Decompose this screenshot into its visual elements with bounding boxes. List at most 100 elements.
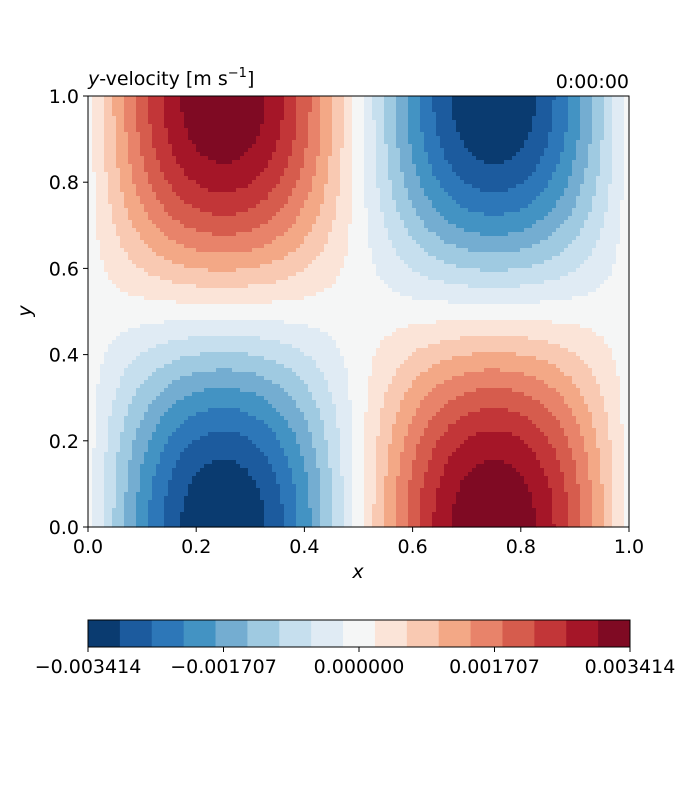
contour-cell — [612, 104, 625, 109]
contour-cell — [88, 516, 93, 521]
contour-cell — [576, 384, 601, 389]
contour-cell — [120, 180, 133, 185]
contour-cell — [364, 468, 377, 473]
contour-cell — [524, 392, 561, 397]
contour-cell — [552, 320, 630, 325]
contour-cell — [344, 96, 353, 101]
contour-cell — [196, 148, 249, 153]
contour-cell — [432, 520, 453, 525]
contour-cell — [384, 224, 405, 229]
contour-cell — [624, 492, 630, 497]
colorbar-segment — [598, 620, 631, 647]
contour-cell — [100, 248, 125, 253]
contour-cell — [248, 472, 277, 477]
contour-cell — [344, 500, 353, 505]
contour-cell — [520, 208, 553, 213]
contour-cell — [580, 496, 593, 501]
contour-cell — [288, 228, 313, 233]
contour-cell — [312, 176, 329, 181]
contour-cell — [396, 204, 413, 209]
contour-cell — [436, 208, 469, 213]
contour-cell — [380, 344, 429, 349]
contour-cell — [532, 264, 581, 269]
contour-cell — [148, 516, 165, 521]
contour-cell — [284, 96, 297, 101]
contour-cell — [348, 388, 369, 393]
contour-cell — [104, 468, 117, 473]
contour-cell — [256, 204, 285, 209]
contour-cell — [260, 128, 281, 133]
contour-cell — [332, 144, 345, 149]
contour-cell — [396, 368, 429, 373]
contour-cell — [304, 236, 329, 241]
contour-cell — [164, 412, 197, 417]
contour-cell — [420, 404, 445, 409]
contour-cell — [176, 460, 213, 465]
contour-cell — [408, 124, 421, 129]
contour-cell — [428, 160, 449, 165]
contour-cell — [420, 244, 457, 249]
contour-cell — [552, 444, 569, 449]
contour-cell — [548, 180, 569, 185]
contour-cell — [88, 344, 109, 349]
contour-cell — [380, 188, 393, 193]
contour-cell — [252, 440, 281, 445]
contour-cell — [388, 172, 405, 177]
contour-cell — [308, 196, 325, 201]
contour-cell — [104, 264, 137, 269]
contour-cell — [388, 144, 397, 149]
contour-cell — [152, 436, 169, 441]
contour-cell — [580, 100, 593, 105]
contour-cell — [544, 260, 585, 265]
contour-cell — [280, 496, 297, 501]
contour-cell — [612, 140, 625, 145]
contour-cell — [332, 128, 345, 133]
contour-cell — [524, 480, 549, 485]
contour-cell — [88, 360, 105, 365]
contour-cell — [260, 492, 281, 497]
contour-cell — [464, 476, 525, 481]
contour-cell — [444, 152, 473, 157]
contour-cell — [384, 104, 397, 109]
contour-cell — [384, 520, 397, 525]
contour-cell — [376, 488, 385, 493]
contour-cell — [604, 488, 613, 493]
contour-cell — [116, 464, 129, 469]
contour-cell — [540, 464, 561, 469]
contour-cell — [424, 140, 441, 145]
contour-cell — [104, 148, 117, 153]
contour-cell — [264, 508, 285, 513]
contour-cell — [572, 452, 589, 457]
contour-cell — [320, 524, 333, 528]
contour-cell — [452, 164, 537, 169]
contour-cell — [544, 380, 573, 385]
contour-cell — [328, 444, 341, 449]
contour-cell — [436, 176, 461, 181]
contour-cell — [332, 224, 349, 229]
contour-cell — [404, 184, 421, 189]
contour-cell — [152, 476, 173, 481]
contour-cell — [352, 104, 365, 109]
contour-cell — [248, 352, 305, 357]
contour-cell — [88, 408, 97, 413]
contour-cell — [392, 192, 409, 197]
contour-cell — [576, 472, 589, 477]
contour-cell — [600, 164, 613, 169]
contour-cell — [396, 128, 409, 133]
contour-cell — [416, 448, 433, 453]
contour-cell — [456, 264, 533, 269]
contour-cell — [88, 440, 97, 445]
contour-cell — [580, 184, 597, 189]
contour-cell — [376, 480, 385, 485]
contour-cell — [320, 104, 333, 109]
contour-cell — [620, 388, 630, 393]
contour-cell — [264, 168, 285, 173]
contour-cell — [600, 388, 621, 393]
contour-cell — [364, 128, 377, 133]
contour-cell — [396, 144, 413, 149]
contour-cell — [308, 428, 325, 433]
contour-cell — [88, 236, 97, 241]
contour-cell — [152, 484, 169, 489]
contour-cell — [544, 432, 565, 437]
contour-cell — [420, 104, 433, 109]
